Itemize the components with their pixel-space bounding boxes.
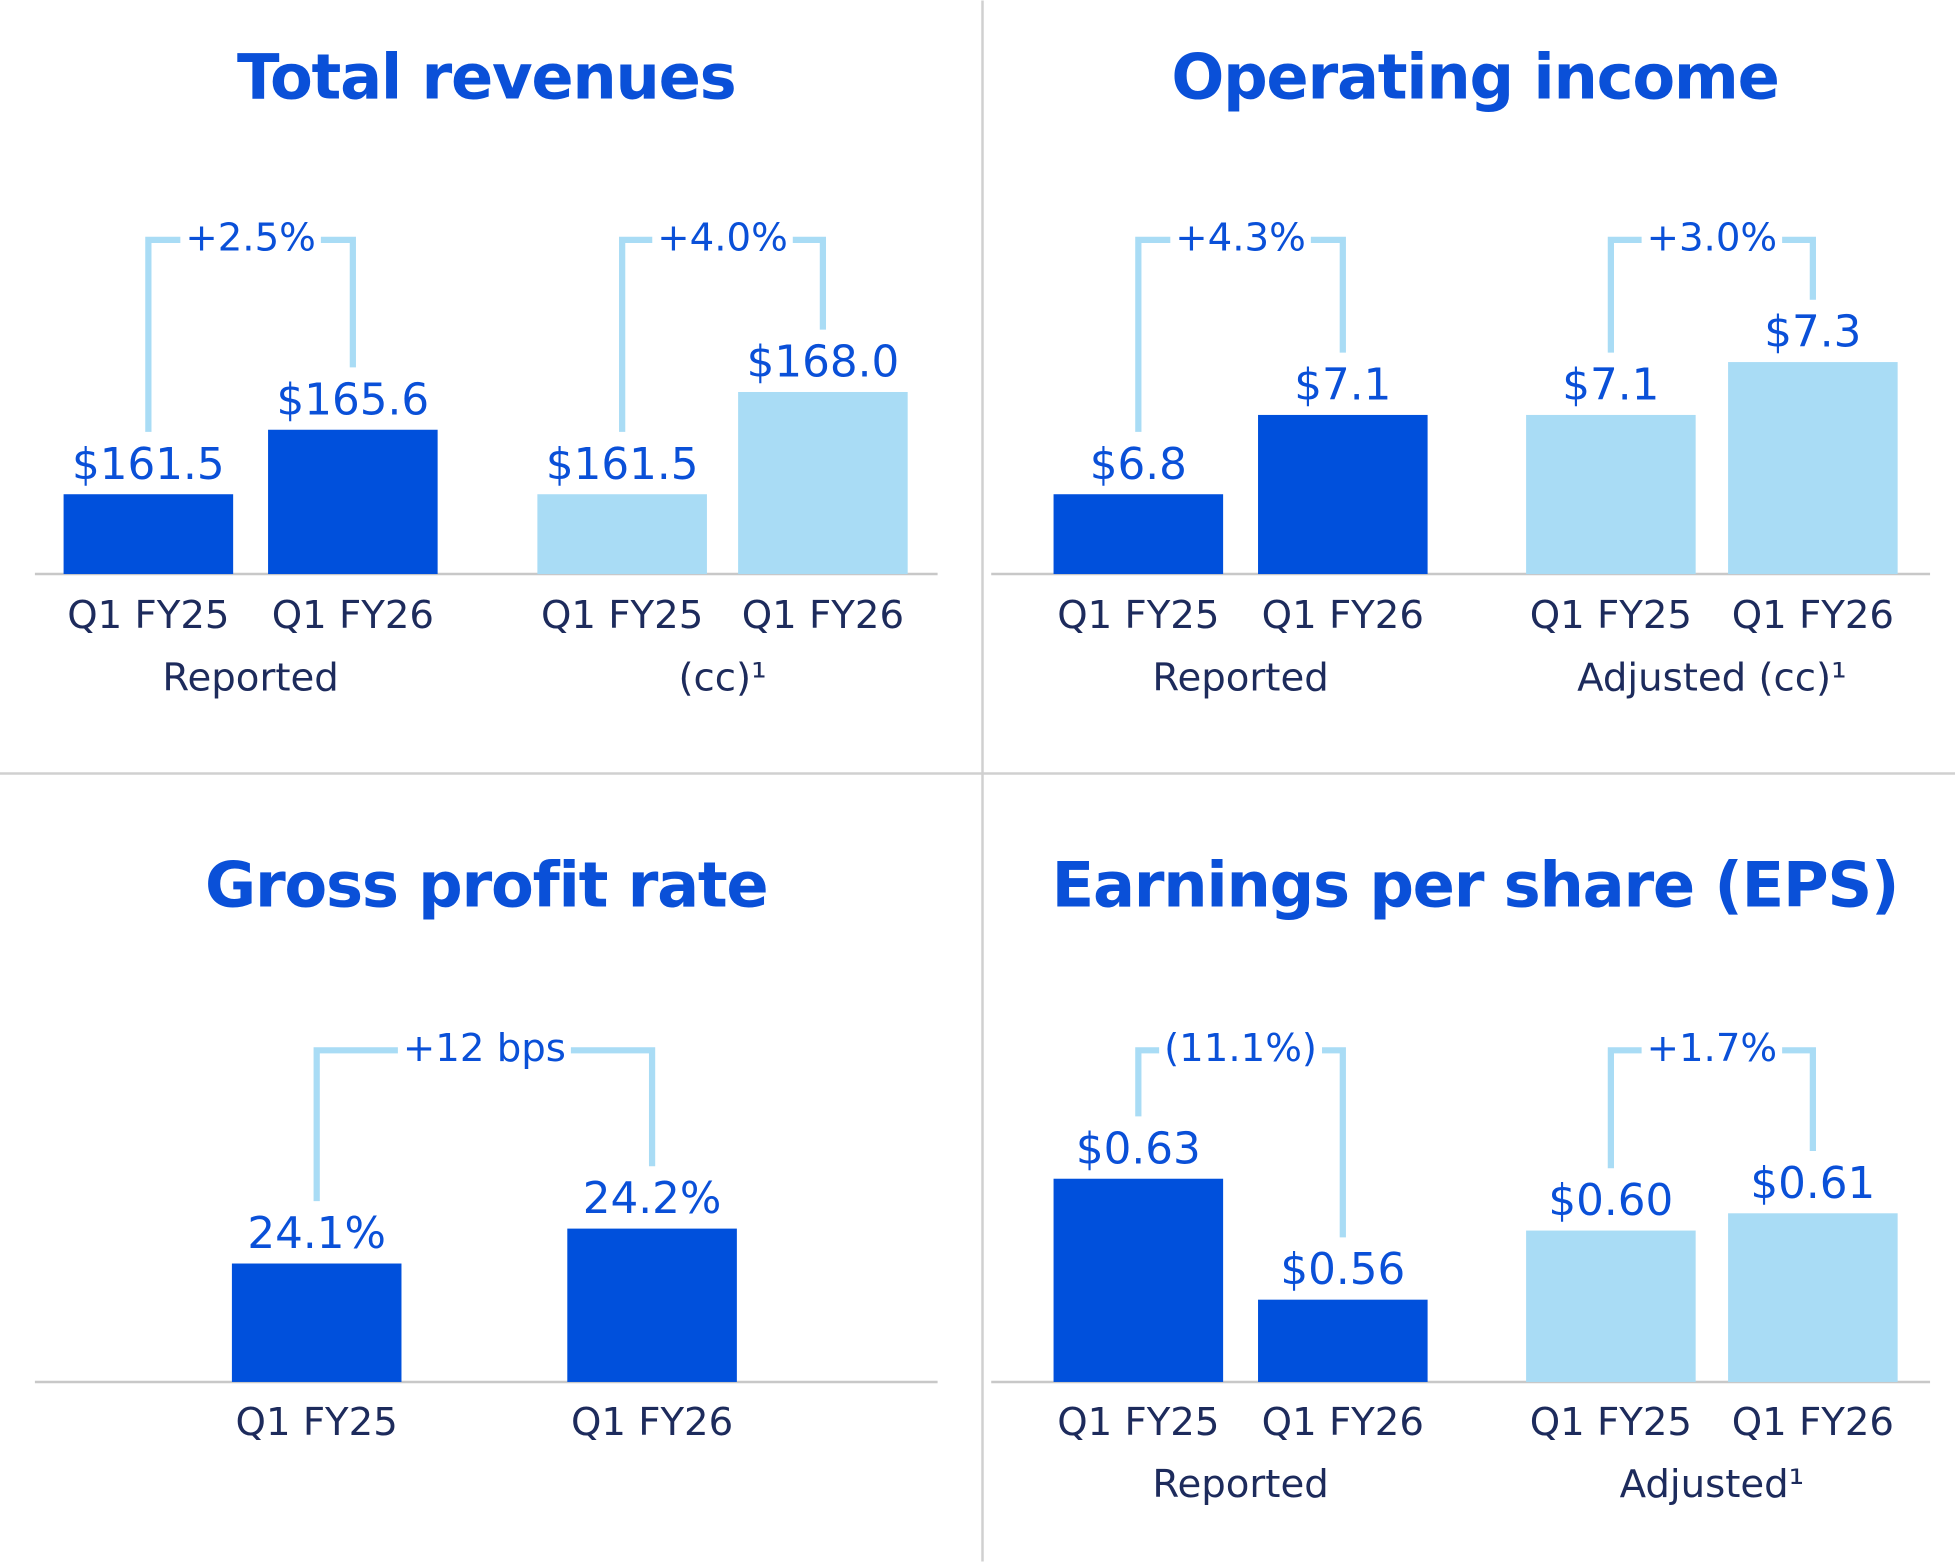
value-label: $168.0 (747, 338, 900, 388)
bar (1053, 494, 1224, 575)
value-label: $161.5 (546, 440, 699, 490)
value-label: $7.1 (1562, 361, 1659, 411)
change-label: +3.0% (1647, 215, 1778, 260)
category-label: Q1 FY25 (541, 593, 703, 638)
value-label: $0.56 (1280, 1245, 1405, 1295)
bar (738, 391, 908, 575)
change-label: +4.0% (657, 215, 788, 260)
category-label: Q1 FY25 (67, 593, 229, 638)
category-label: Q1 FY26 (1262, 1400, 1424, 1445)
value-label: $6.8 (1090, 440, 1187, 490)
category-label: Q1 FY26 (272, 593, 434, 638)
value-label: $165.6 (277, 375, 430, 425)
change-label-bg (1170, 215, 1311, 261)
value-label: $0.60 (1548, 1176, 1673, 1226)
bar (63, 494, 234, 575)
change-label: +2.5% (185, 215, 316, 260)
category-label: Q1 FY26 (742, 593, 904, 638)
bar (567, 1228, 737, 1382)
bar (1258, 414, 1428, 575)
bar (1258, 1299, 1428, 1382)
category-label: Q1 FY25 (1057, 593, 1219, 638)
bar (1053, 1178, 1224, 1382)
group-label: (cc)¹ (678, 656, 766, 701)
chart-title: Gross profit rate (205, 849, 767, 922)
group-label: Reported (162, 656, 338, 701)
category-label: Q1 FY26 (1732, 1400, 1894, 1445)
value-label: $161.5 (72, 440, 225, 490)
change-label: +1.7% (1647, 1026, 1778, 1071)
change-label-bg (1641, 1025, 1783, 1071)
change-label-bg (1641, 215, 1783, 261)
bar (1526, 414, 1696, 575)
value-label: 24.2% (583, 1174, 722, 1224)
chart-title: Operating income (1171, 41, 1778, 114)
group-label: Reported (1152, 1462, 1328, 1507)
change-label: +4.3% (1175, 215, 1306, 260)
bar (1526, 1230, 1696, 1382)
bar (231, 1263, 402, 1382)
value-label: $0.61 (1750, 1159, 1875, 1209)
group-label: Adjusted¹ (1620, 1462, 1805, 1507)
category-label: Q1 FY26 (571, 1400, 733, 1445)
category-label: Q1 FY25 (236, 1400, 398, 1445)
change-label: (11.1%) (1164, 1026, 1317, 1071)
category-label: Q1 FY26 (1732, 593, 1894, 638)
change-label-bg (397, 1025, 571, 1071)
bar (268, 429, 438, 575)
bar (1728, 362, 1898, 575)
group-label: Reported (1152, 656, 1328, 701)
category-label: Q1 FY25 (1530, 593, 1692, 638)
category-label: Q1 FY25 (1530, 1400, 1692, 1445)
value-label: $0.63 (1076, 1124, 1201, 1174)
chart-title: Total revenues (237, 41, 736, 114)
change-label-bg (180, 215, 321, 261)
value-label: $7.3 (1764, 308, 1861, 358)
change-label-bg (1159, 1025, 1323, 1071)
category-label: Q1 FY25 (1057, 1400, 1219, 1445)
value-label: $7.1 (1294, 361, 1391, 411)
bar (1728, 1213, 1898, 1382)
chart-title: Earnings per share (EPS) (1052, 849, 1899, 922)
change-label-bg (652, 215, 793, 261)
group-label: Adjusted (cc)¹ (1577, 656, 1847, 701)
change-label: +12 bps (403, 1026, 566, 1071)
category-label: Q1 FY26 (1262, 593, 1424, 638)
value-label: 24.1% (247, 1209, 386, 1259)
bar (537, 494, 707, 575)
